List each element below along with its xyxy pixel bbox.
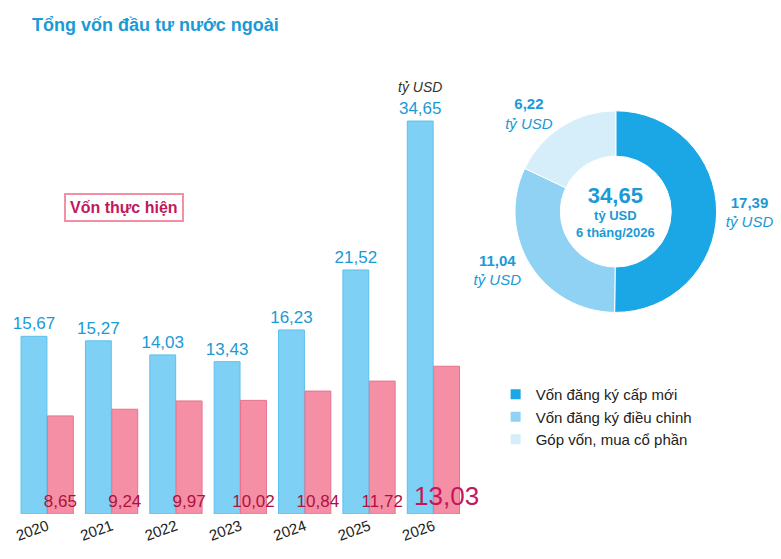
svg-text:6,22tỷ USD: 6,22tỷ USD xyxy=(505,95,553,132)
svg-text:11,04tỷ USD: 11,04tỷ USD xyxy=(473,252,521,289)
svg-text:9,97: 9,97 xyxy=(173,492,206,511)
svg-text:Vốn đăng ký điều chỉnh: Vốn đăng ký điều chỉnh xyxy=(536,409,692,426)
svg-text:2021: 2021 xyxy=(78,516,115,543)
svg-text:14,03: 14,03 xyxy=(141,333,184,352)
svg-text:2026: 2026 xyxy=(400,516,437,543)
svg-text:34,65: 34,65 xyxy=(399,99,442,118)
svg-text:2020: 2020 xyxy=(14,516,51,543)
svg-text:2022: 2022 xyxy=(142,516,179,543)
svg-text:9,24: 9,24 xyxy=(108,492,141,511)
svg-text:Góp vốn, mua cổ phần: Góp vốn, mua cổ phần xyxy=(536,431,688,448)
svg-text:15,67: 15,67 xyxy=(13,314,56,333)
svg-text:Vốn đăng ký cấp mới: Vốn đăng ký cấp mới xyxy=(536,386,678,403)
svg-text:2025: 2025 xyxy=(335,516,372,543)
svg-text:10,84: 10,84 xyxy=(297,492,340,511)
svg-text:15,27: 15,27 xyxy=(77,319,120,338)
svg-text:Vốn thực hiện: Vốn thực hiện xyxy=(70,199,178,216)
svg-text:8,65: 8,65 xyxy=(44,492,77,511)
svg-text:34,65tỷ USD6 tháng/2026: 34,65tỷ USD6 tháng/2026 xyxy=(576,183,655,240)
svg-text:2023: 2023 xyxy=(207,516,244,543)
svg-text:13,43: 13,43 xyxy=(206,340,249,359)
svg-text:13,03: 13,03 xyxy=(414,481,479,511)
svg-text:16,23: 16,23 xyxy=(270,308,313,327)
svg-text:2024: 2024 xyxy=(271,516,308,543)
svg-text:17,39tỷ USD: 17,39tỷ USD xyxy=(726,194,774,231)
svg-text:11,72: 11,72 xyxy=(362,492,403,511)
svg-text:Tổng vốn đầu tư nước ngoài: Tổng vốn đầu tư nước ngoài xyxy=(32,15,279,35)
svg-text:10,02: 10,02 xyxy=(232,492,275,511)
svg-text:21,52: 21,52 xyxy=(335,248,378,267)
svg-text:tỷ USD: tỷ USD xyxy=(398,79,442,95)
